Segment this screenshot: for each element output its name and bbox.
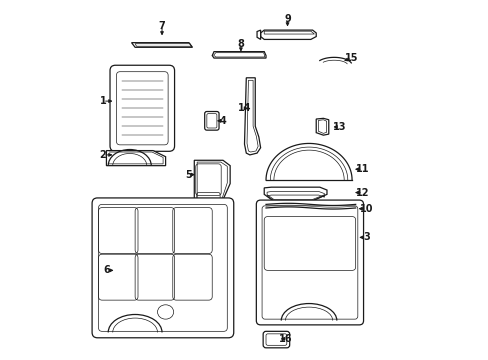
Polygon shape [106,150,165,166]
Text: 5: 5 [185,170,192,180]
FancyBboxPatch shape [256,200,363,325]
Polygon shape [194,160,230,205]
Polygon shape [244,78,260,155]
Text: 16: 16 [279,334,292,344]
Text: 10: 10 [359,204,372,214]
Text: 11: 11 [355,164,369,174]
Polygon shape [264,187,326,201]
Text: 7: 7 [158,21,165,31]
Text: 6: 6 [103,265,110,275]
Text: 3: 3 [362,232,369,242]
Text: 4: 4 [219,116,226,126]
Text: 8: 8 [237,39,244,49]
Polygon shape [257,30,260,40]
FancyBboxPatch shape [263,331,289,348]
Polygon shape [260,30,316,40]
Ellipse shape [157,305,173,319]
Text: 9: 9 [284,14,290,24]
Polygon shape [131,42,192,47]
Text: 14: 14 [237,103,251,113]
FancyBboxPatch shape [110,65,174,151]
Text: 15: 15 [345,53,358,63]
Text: 13: 13 [332,122,346,132]
Text: 2: 2 [99,150,106,160]
Text: 1: 1 [99,96,106,106]
Text: 12: 12 [355,188,369,198]
FancyBboxPatch shape [92,198,233,338]
Polygon shape [212,51,265,58]
FancyBboxPatch shape [204,112,219,130]
Polygon shape [316,118,328,135]
